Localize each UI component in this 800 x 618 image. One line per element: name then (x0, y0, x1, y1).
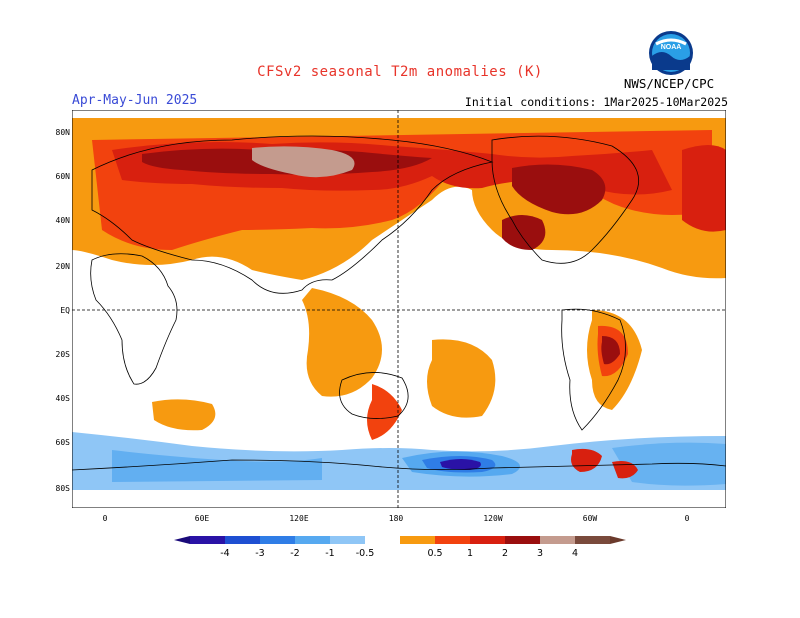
northern-warm-anomaly (72, 118, 726, 280)
lat-label: 40N (55, 216, 70, 225)
lon-label: 120E (289, 514, 309, 523)
colorbar-segment (225, 536, 260, 544)
initial-conditions-label: Initial conditions: 1Mar2025-10Mar2025 (464, 95, 728, 109)
colorbar-tick-label: -2 (290, 548, 300, 559)
colorbar-segment (365, 536, 400, 544)
colorbar-tick-label: -0.5 (355, 548, 375, 559)
colorbar-tick-label: -1 (325, 548, 335, 559)
lat-label: 60S (55, 438, 70, 447)
lat-label: 20N (55, 262, 70, 271)
southern-warm-anomaly (152, 288, 642, 479)
lat-label: 20S (55, 350, 70, 359)
anomaly-map (72, 110, 726, 508)
season-label: Apr-May-Jun 2025 (72, 93, 198, 108)
colorbar-segment (260, 536, 295, 544)
colorbar-tick-label: 1 (466, 548, 474, 559)
lat-label: 80N (55, 128, 70, 137)
lon-label: 180 (388, 514, 404, 523)
lat-label: 40S (55, 394, 70, 403)
colorbar-segment (540, 536, 575, 544)
lat-label: 80S (55, 484, 70, 493)
colorbar-tick-label: -3 (255, 548, 265, 559)
lon-label: 60W (582, 514, 598, 523)
south-america-outline (561, 308, 626, 431)
noaa-logo-text: NOAA (661, 44, 682, 51)
colorbar-segment (295, 536, 330, 544)
colorbar-segment (190, 536, 225, 544)
north-america-outline (491, 135, 640, 264)
lon-label: 120W (483, 514, 503, 523)
colorbar-low-arrow (174, 536, 190, 544)
colorbar-segment (330, 536, 365, 544)
southern-ocean-cool-anomaly (72, 432, 726, 490)
eurasia-outline (91, 135, 494, 294)
lon-label: 60E (194, 514, 210, 523)
colorbar-high-arrow (610, 536, 626, 544)
colorbar (174, 536, 626, 544)
colorbar-segment (470, 536, 505, 544)
antarctica-outline (72, 459, 726, 471)
lon-label: 0 (102, 514, 108, 523)
colorbar-tick-label: 3 (536, 548, 544, 559)
lat-label: EQ (60, 306, 70, 315)
colorbar-segment (435, 536, 470, 544)
colorbar-tick-label: 2 (501, 548, 509, 559)
lat-label: 60N (55, 172, 70, 181)
map-title: CFSv2 seasonal T2m anomalies (K) (257, 64, 543, 80)
anomaly-map-canvas (72, 110, 726, 508)
lon-label: 0 (684, 514, 690, 523)
agency-label: NWS/NCEP/CPC (623, 76, 715, 91)
colorbar-segment (505, 536, 540, 544)
colorbar-tick-label: -4 (220, 548, 230, 559)
colorbar-segment (400, 536, 435, 544)
colorbar-segment (575, 536, 610, 544)
noaa-logo: NOAA (649, 31, 693, 75)
colorbar-tick-label: 0.5 (427, 548, 443, 559)
colorbar-tick-label: 4 (571, 548, 579, 559)
